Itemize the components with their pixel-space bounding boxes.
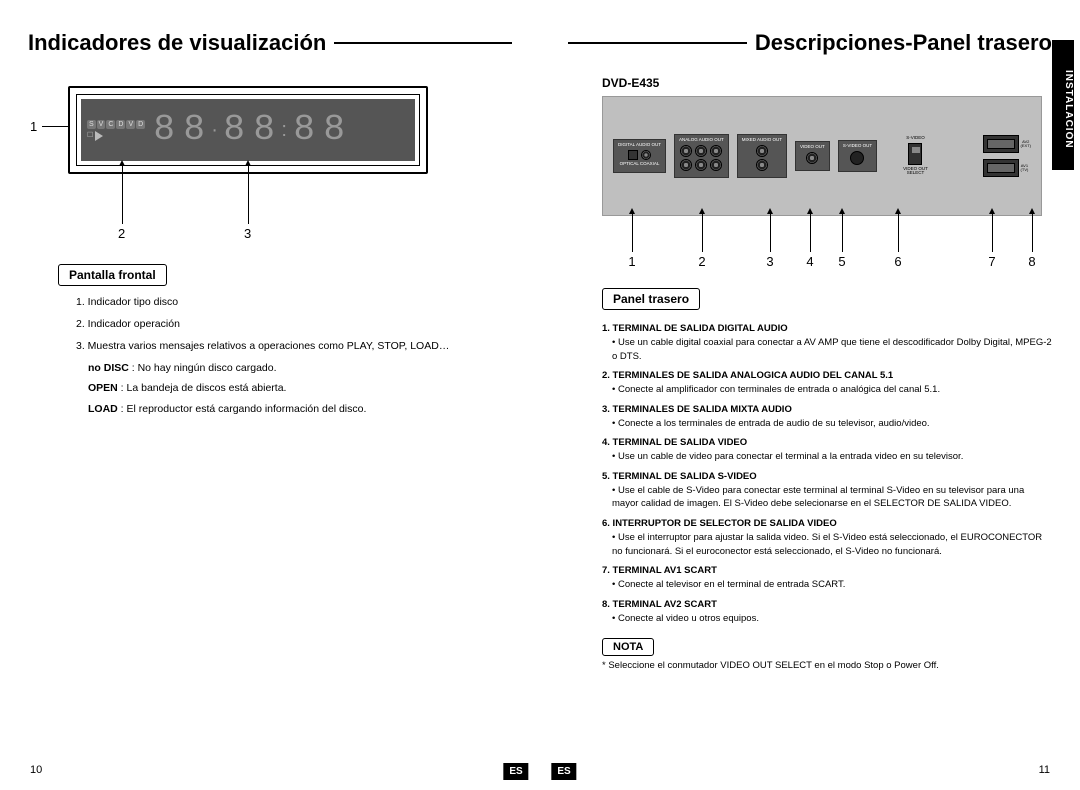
digital-audio-out: DIGITAL AUDIO OUT OPTICAL COAXIAL <box>613 139 666 173</box>
lang-tag: ES <box>503 763 528 780</box>
left-title-row: Indicadores de visualización <box>28 30 512 56</box>
callout-1: 1 <box>30 119 37 134</box>
front-display-figure: SVCDVD ☐ 88 · 88 : 88 <box>68 86 428 174</box>
video-out: VIDEO OUT <box>795 141 830 171</box>
front-panel-label: Pantalla frontal <box>58 264 167 286</box>
video-out-select: S-VIDEO VIDEO OUTSELECT <box>903 136 928 176</box>
title-rule <box>568 42 747 44</box>
rear-callout: 7 <box>988 254 995 269</box>
nota-text: * Seleccione el conmutador VIDEO OUT SEL… <box>602 660 1052 671</box>
left-title: Indicadores de visualización <box>28 30 326 56</box>
page-number: 11 <box>1039 764 1050 776</box>
callout-3: 3 <box>244 226 251 241</box>
list-item: 2. Indicador operación <box>76 316 512 334</box>
rear-panel-descriptions: 1. TERMINAL DE SALIDA DIGITAL AUDIO• Use… <box>602 322 1052 626</box>
right-title-row: Descripciones-Panel trasero <box>568 30 1052 56</box>
callout-line <box>248 164 249 224</box>
analog-audio-out: ANALOG AUDIO OUT <box>674 134 729 178</box>
list-sub: OPEN : La bandeja de discos está abierta… <box>88 380 512 398</box>
scart-terminals: AV2(EXT) AV1(TV) <box>983 135 1031 177</box>
play-icon <box>95 131 103 141</box>
segment-display: 88 · 88 : 88 <box>151 108 409 152</box>
right-title: Descripciones-Panel trasero <box>755 30 1052 56</box>
callout-line <box>42 126 68 127</box>
left-footer: 10 <box>0 764 540 776</box>
list-sub: LOAD : El reproductor está cargando info… <box>88 401 512 419</box>
mixed-audio-out: MIXED AUDIO OUT <box>737 134 787 178</box>
rear-panel-label: Panel trasero <box>602 288 700 310</box>
list-item: 3. Muestra varios mensajes relativos a o… <box>76 338 512 356</box>
lang-tag: ES <box>551 763 576 780</box>
right-footer: 11 <box>540 764 1080 776</box>
svideo-out: S-VIDEO OUT <box>838 140 877 172</box>
front-panel-list: 1. Indicador tipo disco 2. Indicador ope… <box>76 294 512 419</box>
rear-callout: 2 <box>698 254 705 269</box>
rear-callout: 4 <box>806 254 813 269</box>
rear-callout: 5 <box>838 254 845 269</box>
right-page: Descripciones-Panel trasero INSTALACIÓN … <box>540 0 1080 790</box>
disc-type-icons: SVCDVD ☐ <box>87 120 145 141</box>
left-page: Indicadores de visualización SVCDVD ☐ 88… <box>0 0 540 790</box>
model-label: DVD-E435 <box>602 76 1052 90</box>
callout-line <box>122 164 123 224</box>
list-item: 1. Indicador tipo disco <box>76 294 512 312</box>
rear-callout: 8 <box>1028 254 1035 269</box>
list-sub: no DISC : No hay ningún disco cargado. <box>88 360 512 378</box>
page-number: 10 <box>30 764 42 776</box>
side-tab: INSTALACIÓN <box>1052 40 1074 170</box>
nota-label: NOTA <box>602 638 654 656</box>
rear-callout: 1 <box>628 254 635 269</box>
rear-panel-figure: DIGITAL AUDIO OUT OPTICAL COAXIAL ANALOG… <box>602 96 1042 272</box>
rear-callout: 3 <box>766 254 773 269</box>
title-rule <box>334 42 512 44</box>
callout-2: 2 <box>118 226 125 241</box>
rear-callout: 6 <box>894 254 901 269</box>
